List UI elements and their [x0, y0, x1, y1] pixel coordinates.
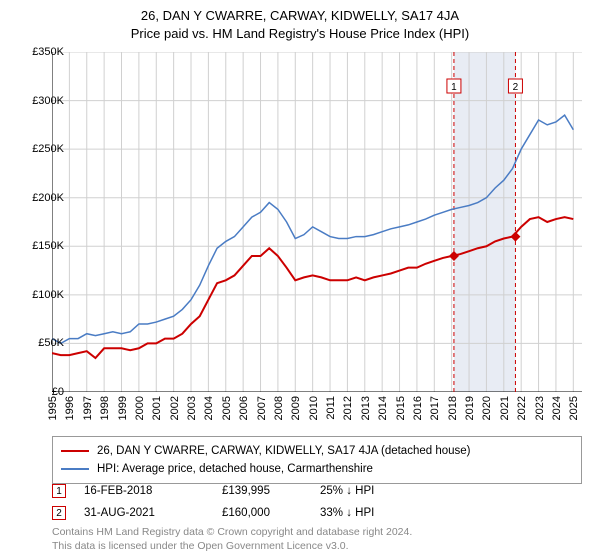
legend-row: 26, DAN Y CWARRE, CARWAY, KIDWELLY, SA17…: [61, 442, 573, 460]
data-rows: 1 16-FEB-2018 £139,995 25% ↓ HPI 2 31-AUG-202…: [52, 480, 582, 524]
chart-svg: 12: [52, 52, 582, 392]
x-axis-tick-label: 2003: [186, 396, 198, 420]
x-axis-tick-label: 2015: [395, 396, 407, 420]
x-axis-tick-label: 2023: [534, 396, 546, 420]
y-axis-tick-label: £100K: [32, 289, 64, 301]
y-axis-tick-label: £200K: [32, 192, 64, 204]
x-axis-tick-label: 2005: [221, 396, 233, 420]
sale-price: £139,995: [222, 485, 302, 497]
x-axis-tick-label: 2012: [342, 396, 354, 420]
legend-swatch: [61, 468, 89, 470]
sale-marker-box: 1: [52, 484, 66, 498]
copyright-footer: Contains HM Land Registry data © Crown c…: [52, 526, 582, 553]
x-axis-tick-label: 2022: [516, 396, 528, 420]
y-axis-tick-label: £150K: [32, 240, 64, 252]
sale-marker-box: 2: [52, 506, 66, 520]
x-axis-tick-label: 2018: [447, 396, 459, 420]
legend-row: HPI: Average price, detached house, Carm…: [61, 460, 573, 478]
x-axis-tick-label: 2017: [429, 396, 441, 420]
x-axis-tick-label: 2010: [308, 396, 320, 420]
svg-text:2: 2: [513, 82, 519, 93]
chart-title-line1: 26, DAN Y CWARRE, CARWAY, KIDWELLY, SA17…: [0, 8, 600, 23]
x-axis-tick-label: 2000: [134, 396, 146, 420]
sale-pct: 33% ↓ HPI: [320, 507, 430, 519]
x-axis-tick-label: 2011: [325, 396, 337, 420]
x-axis-tick-label: 1995: [47, 396, 59, 420]
x-axis-tick-label: 2025: [568, 396, 580, 420]
y-axis-tick-label: £250K: [32, 143, 64, 155]
sale-date: 16-FEB-2018: [84, 485, 204, 497]
x-axis-tick-label: 2020: [481, 396, 493, 420]
chart-area: 12: [52, 52, 582, 392]
x-axis-tick-label: 2007: [256, 396, 268, 420]
x-axis-tick-label: 1998: [99, 396, 111, 420]
sale-date: 31-AUG-2021: [84, 507, 204, 519]
x-axis-tick-label: 2016: [412, 396, 424, 420]
x-axis-tick-label: 1996: [64, 396, 76, 420]
chart-title-line2: Price paid vs. HM Land Registry's House …: [0, 23, 600, 41]
x-axis-tick-label: 2024: [551, 396, 563, 420]
x-axis-tick-label: 2004: [203, 396, 215, 420]
x-axis-tick-label: 2008: [273, 396, 285, 420]
sale-pct: 25% ↓ HPI: [320, 485, 430, 497]
x-axis-tick-label: 1997: [82, 396, 94, 420]
sale-price: £160,000: [222, 507, 302, 519]
x-axis-tick-label: 1999: [117, 396, 129, 420]
sale-row: 2 31-AUG-2021 £160,000 33% ↓ HPI: [52, 502, 582, 524]
footer-line1: Contains HM Land Registry data © Crown c…: [52, 526, 582, 540]
x-axis-tick-label: 2002: [169, 396, 181, 420]
legend-label: HPI: Average price, detached house, Carm…: [97, 463, 373, 475]
legend-swatch: [61, 450, 89, 452]
sale-row: 1 16-FEB-2018 £139,995 25% ↓ HPI: [52, 480, 582, 502]
legend-label: 26, DAN Y CWARRE, CARWAY, KIDWELLY, SA17…: [97, 445, 471, 457]
svg-text:1: 1: [451, 82, 457, 93]
x-axis-tick-label: 2001: [151, 396, 163, 420]
chart-titles: 26, DAN Y CWARRE, CARWAY, KIDWELLY, SA17…: [0, 0, 600, 45]
y-axis-tick-label: £300K: [32, 95, 64, 107]
footer-line2: This data is licensed under the Open Gov…: [52, 540, 582, 554]
x-axis-tick-label: 2014: [377, 396, 389, 420]
x-axis-tick-label: 2013: [360, 396, 372, 420]
y-axis-tick-label: £350K: [32, 46, 64, 58]
y-axis-tick-label: £50K: [38, 337, 64, 349]
x-axis-tick-label: 2021: [499, 396, 511, 420]
x-axis-tick-label: 2009: [290, 396, 302, 420]
legend: 26, DAN Y CWARRE, CARWAY, KIDWELLY, SA17…: [52, 436, 582, 484]
x-axis-tick-label: 2019: [464, 396, 476, 420]
x-axis-tick-label: 2006: [238, 396, 250, 420]
